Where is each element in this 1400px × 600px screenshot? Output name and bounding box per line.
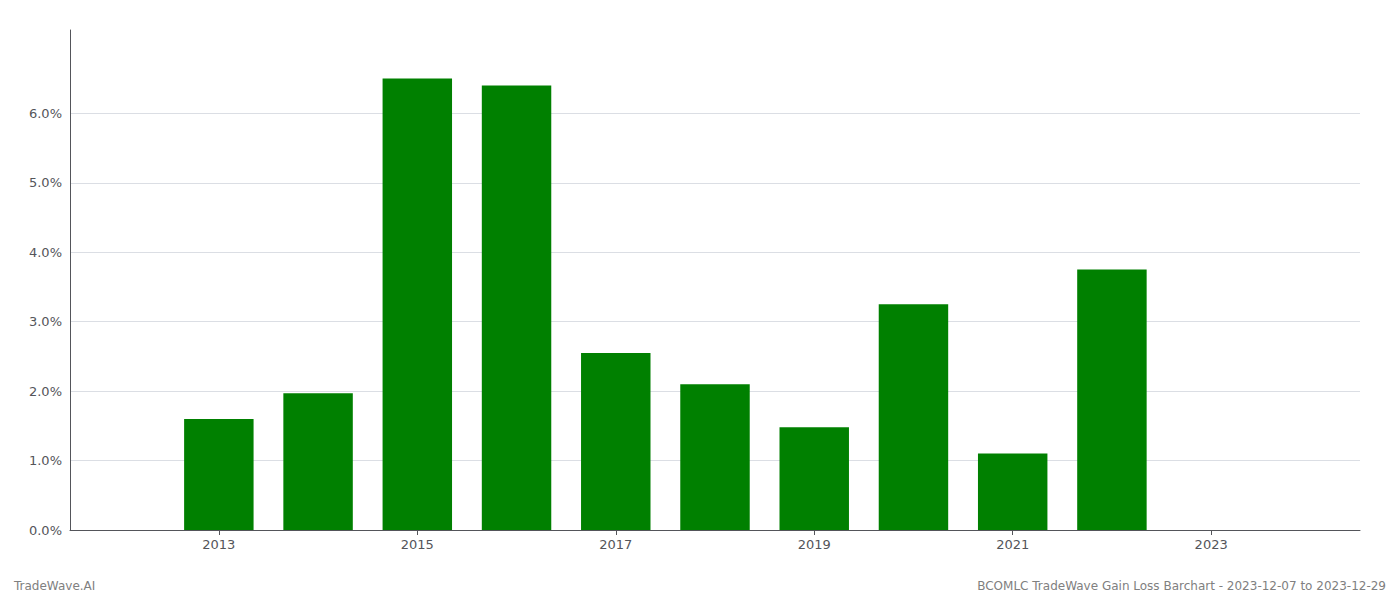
svg-text:2019: 2019 bbox=[798, 537, 831, 552]
svg-text:0.0%: 0.0% bbox=[29, 523, 62, 538]
svg-text:2021: 2021 bbox=[996, 537, 1029, 552]
svg-text:4.0%: 4.0% bbox=[29, 245, 62, 260]
svg-text:2023: 2023 bbox=[1195, 537, 1228, 552]
svg-text:2.0%: 2.0% bbox=[29, 384, 62, 399]
svg-text:1.0%: 1.0% bbox=[29, 453, 62, 468]
svg-text:6.0%: 6.0% bbox=[29, 106, 62, 121]
svg-text:2017: 2017 bbox=[599, 537, 632, 552]
svg-text:TradeWave.AI: TradeWave.AI bbox=[13, 579, 95, 593]
svg-text:5.0%: 5.0% bbox=[29, 175, 62, 190]
svg-text:3.0%: 3.0% bbox=[29, 314, 62, 329]
svg-text:2013: 2013 bbox=[202, 537, 235, 552]
svg-text:BCOMLC TradeWave Gain Loss Bar: BCOMLC TradeWave Gain Loss Barchart - 20… bbox=[977, 579, 1386, 593]
svg-text:2015: 2015 bbox=[401, 537, 434, 552]
